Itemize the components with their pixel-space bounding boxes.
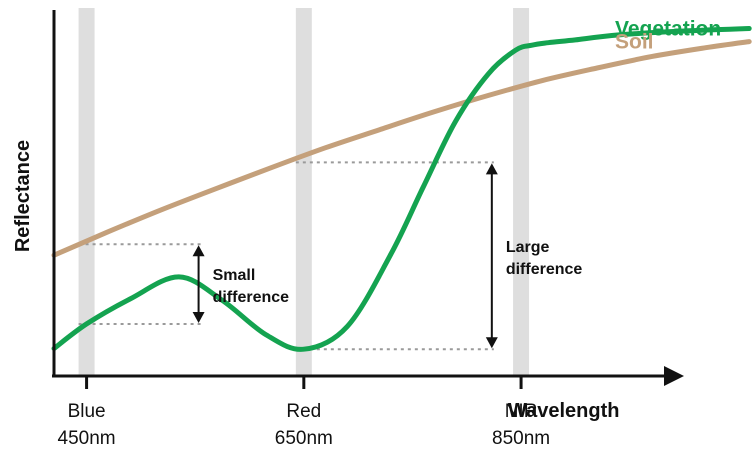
annotation-arrowhead-up-0: [192, 245, 205, 257]
x-axis-title: Wavelength: [508, 400, 620, 422]
series-line-vegetation: [51, 26, 752, 352]
annotation-arrowhead-down-1: [485, 337, 498, 349]
tick-label-nir: NIR: [505, 401, 538, 422]
x-axis-arrowhead: [664, 366, 684, 386]
wavelength-bands: [78, 8, 530, 376]
annotation-arrowhead-down-0: [192, 311, 205, 323]
tick-wavelength-nir: 850nm: [492, 428, 550, 449]
tick-label-red: Red: [286, 401, 321, 422]
tick-label-blue: Blue: [68, 401, 106, 422]
y-axis-title: Reflectance: [12, 140, 34, 252]
tick-wavelength-blue: 450nm: [58, 428, 116, 449]
annotation-text-0-0: Small: [213, 267, 256, 284]
annotation-text-1-0: Large: [506, 239, 550, 256]
series-line-soil: [51, 39, 752, 258]
annotation-text-1-1: difference: [506, 261, 583, 278]
tick-wavelength-red: 650nm: [275, 428, 333, 449]
series-lines: [51, 26, 752, 352]
band-red: [295, 8, 312, 376]
band-blue: [78, 8, 95, 376]
difference-guides: [78, 161, 494, 351]
annotation-text-0-1: difference: [213, 289, 290, 306]
x-ticks: Blue 450nm Red 650nm NIR 850nm: [58, 376, 550, 449]
annotations: Small difference Large difference: [192, 163, 583, 349]
series-label-soil: Soil: [615, 31, 654, 54]
band-nir: [513, 8, 530, 376]
series-label-vegetation: Vegetation: [615, 17, 721, 40]
annotation-arrowhead-up-1: [485, 163, 498, 175]
axes: [52, 10, 684, 386]
